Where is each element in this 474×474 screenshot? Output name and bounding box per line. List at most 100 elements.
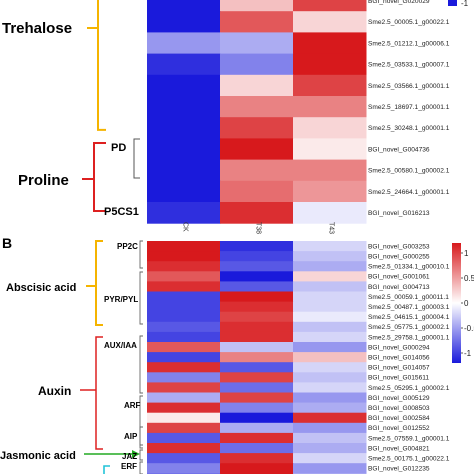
heatmap-cell [147,11,221,33]
heatmap-cell [293,352,367,363]
heatmap-cell [220,159,294,182]
heatmap-cell [220,372,294,383]
heatmap-cell [220,321,294,333]
subgroup-label: AIP [124,432,138,441]
heatmap-cell [147,453,221,464]
heatmap-cell [220,281,294,292]
legend-tick-label: -1 [464,349,472,358]
subgroup-label: ARF [124,401,141,410]
row-label: Sme2.5_00580.1_g00002.1 [368,168,450,175]
heatmap-cell [293,117,367,139]
heatmap-cell [220,382,294,393]
row-label: Sme2.5_05295.1_g00002.1 [368,385,450,392]
subgroup-label: P5CS1 [104,206,139,218]
heatmap-cell [293,138,367,161]
heatmap-cell [147,372,221,383]
heatmap-cell [293,311,367,323]
heatmap-cell [220,463,294,474]
heatmap-cell [220,331,294,343]
heatmap-cell [293,11,367,33]
heatmap-cell [293,443,367,454]
row-label: BGI_novel_G020029 [368,0,430,5]
row-label: BGI_novel_G012235 [368,466,430,473]
heatmap-cell [293,463,367,474]
row-label: BGI_novel_G004713 [368,284,430,291]
subgroup-label: ERF [121,462,137,471]
heatmap-cell [220,422,294,434]
legend-colorbar [448,0,457,6]
heatmap-cell [293,261,367,272]
subgroup-bracket [139,335,143,394]
row-label: BGI_novel_G004736 [368,146,430,153]
heatmap-cell [147,402,221,414]
heatmap-cell [293,392,367,403]
heatmap-cell [147,96,221,118]
heatmap-cell [220,32,294,55]
heatmap-cell [147,159,221,182]
group-bracket [103,465,110,474]
heatmap-cell [147,32,221,55]
row-label: BGI_novel_G014057 [368,365,430,372]
heatmap-cell [293,159,367,182]
heatmap-cell [293,291,367,302]
subgroup-label: PYR/PYL [104,295,138,304]
heatmap-cell [220,0,294,12]
heatmap-cell [293,0,367,12]
heatmap-cell [293,362,367,373]
subgroup-bracket [139,271,143,325]
subgroup-label: AUX/IAA [104,341,137,350]
group-label: Jasmonic acid [0,450,76,462]
heatmap-cell [147,301,221,313]
heatmap-cell [147,0,221,12]
group-arrow-head [132,450,140,458]
heatmap-cell [147,392,221,403]
row-label: Sme2.5_30248.1_g00001.1 [368,125,450,132]
heatmap-cell [220,96,294,118]
row-label: Sme2.5_01334.1_g00010.1 [368,264,450,271]
heatmap-cell [293,372,367,383]
heatmap-cell [147,422,221,434]
row-label: BGI_novel_G000255 [368,253,430,260]
row-label: BGI_novel_G004821 [368,445,430,452]
heatmap-cell [220,241,294,252]
subgroup-bracket [133,138,140,179]
heatmap-cell [147,251,221,262]
group-label: Trehalose [2,20,72,37]
row-label: Sme2.5_29758.1_g00001.1 [368,334,450,341]
row-label: Sme2.5_04615.1_g00004.1 [368,314,450,321]
heatmap-cell [147,382,221,393]
heatmap-cell [147,202,221,224]
heatmap-cell [293,453,367,464]
row-label: Sme2.5_24664.1_g00001.1 [368,189,450,196]
group-bracket [95,240,103,326]
heatmap-cell [147,463,221,474]
subgroup-bracket [139,461,143,474]
heatmap-cell [147,432,221,444]
group-bracket [97,0,106,131]
heatmap-cell [220,352,294,363]
heatmap-cell [293,53,367,76]
heatmap-cell [293,74,367,97]
legend-tick-label: 0.5 [464,274,474,283]
heatmap-cell [220,402,294,414]
legend-tick-label: -0.5 [464,324,474,333]
heatmap-cell [220,392,294,403]
panel-b-label: B [2,235,12,251]
heatmap-cell [147,311,221,323]
legend-tick: -1 [461,0,469,8]
heatmap-cell [147,261,221,272]
heatmap-cell [220,251,294,262]
heatmap-cell [293,402,367,414]
row-label: Sme2.5_00487.1_g00003.1 [368,304,450,311]
row-label: BGI_novel_G016213 [368,210,430,217]
heatmap-cell [220,453,294,464]
heatmap-cell [293,281,367,292]
heatmap-cell [147,117,221,139]
row-label: BGI_novel_G001061 [368,274,430,281]
heatmap-cell [220,362,294,373]
heatmap-cell [147,271,221,282]
row-label: Sme2.5_01212.1_g00006.1 [368,40,450,47]
row-label: BGI_novel_G005129 [368,395,430,402]
heatmap-cell [220,301,294,313]
